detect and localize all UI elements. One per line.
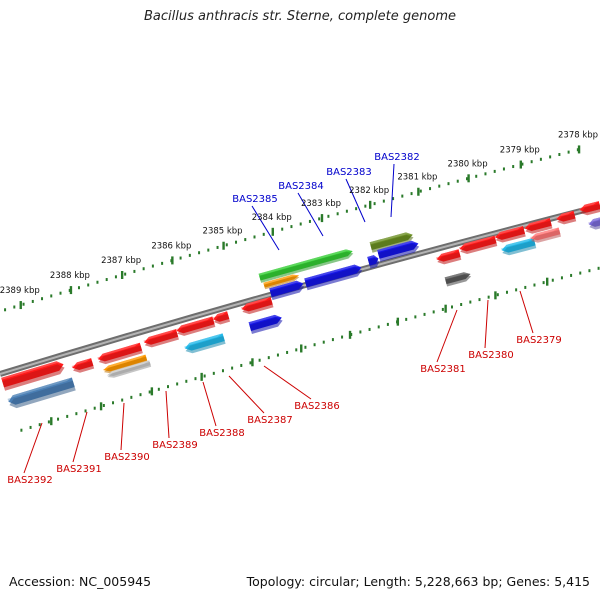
gene-feature — [459, 235, 498, 255]
gene-feature — [241, 296, 274, 315]
topology-summary: Topology: circular; Length: 5,228,663 bp… — [246, 574, 590, 589]
gene-label: BAS2389 — [152, 440, 198, 451]
leader-line — [228, 375, 265, 414]
gene-feature — [106, 360, 152, 378]
gene-feature — [143, 329, 179, 348]
gene-label: BAS2390 — [104, 452, 150, 463]
leader-line — [390, 163, 395, 218]
gene-feature — [530, 227, 562, 243]
accession-text: Accession: NC_005945 — [9, 574, 152, 589]
leader-line — [436, 309, 458, 363]
gene-label: BAS2386 — [294, 401, 340, 412]
leader-line — [484, 299, 489, 349]
gene-feature — [212, 311, 231, 325]
gene-label: BAS2380 — [468, 350, 514, 361]
gene-feature — [556, 210, 577, 225]
gene-feature — [579, 201, 600, 216]
gene-label: BAS2383 — [326, 167, 372, 178]
gene-feature — [103, 354, 148, 374]
leader-line — [23, 422, 43, 474]
gene-feature — [524, 217, 553, 234]
gene-feature — [7, 377, 76, 409]
outer-tick-ring — [4, 145, 581, 312]
gene-feature — [97, 342, 143, 365]
gene-feature — [248, 314, 283, 334]
gene-label: BAS2381 — [420, 364, 466, 375]
leader-line — [251, 205, 280, 251]
gene-feature — [444, 272, 472, 287]
tick-label: 2384 kbp — [252, 213, 292, 223]
gene-label-group: BAS2382BAS2383BAS2384BAS2385BAS2379BAS23… — [7, 152, 562, 486]
gene-feature — [588, 216, 600, 230]
gene-feature — [71, 358, 95, 373]
leader-line — [120, 402, 125, 451]
gene-label: BAS2384 — [278, 181, 324, 192]
gene-feature — [501, 237, 537, 256]
gene-feature — [494, 225, 526, 243]
inner-tick-ring — [20, 266, 600, 432]
gene-label: BAS2387 — [247, 415, 293, 426]
label-leaders — [23, 163, 534, 474]
tick-label: 2381 kbp — [397, 173, 437, 183]
leader-line — [297, 192, 324, 237]
tick-label-group: 2378 kbp 2379 kbp 2380 kbp 2381 kbp 2382 kbp… — [0, 130, 598, 296]
leader-line — [72, 411, 88, 463]
tick-label: 2388 kbp — [50, 271, 90, 281]
tick-label: 2389 kbp — [0, 286, 40, 296]
gene-label: BAS2392 — [7, 475, 53, 486]
leader-line — [165, 390, 170, 439]
tick-label: 2379 kbp — [500, 146, 540, 156]
gene-label: BAS2388 — [199, 428, 245, 439]
tick-label: 2386 kbp — [151, 241, 191, 251]
gene-label: BAS2385 — [232, 194, 278, 205]
gene-label: BAS2379 — [516, 335, 562, 346]
gene-feature — [269, 280, 305, 301]
gene-feature — [436, 249, 462, 265]
tick-label: 2385 kbp — [203, 227, 243, 237]
gene-feature — [369, 232, 414, 253]
gene-feature — [1, 361, 65, 391]
gene-feature — [367, 255, 380, 269]
gene-label: BAS2382 — [374, 152, 420, 163]
tick-label: 2383 kbp — [301, 199, 341, 209]
tick-label: 2382 kbp — [349, 186, 389, 196]
leader-line — [519, 290, 534, 334]
gene-feature — [184, 333, 226, 354]
leader-line — [345, 178, 366, 223]
leader-line — [263, 365, 312, 400]
gene-feature — [263, 274, 300, 290]
tick-label: 2378 kbp — [558, 130, 598, 140]
gene-feature — [258, 249, 354, 283]
gene-feature — [175, 316, 216, 336]
gene-feature — [377, 240, 420, 262]
map-title: Bacillus anthracis str. Sterne, complete… — [144, 9, 456, 24]
tick-label: 2380 kbp — [448, 159, 488, 169]
tick-label: 2387 kbp — [101, 256, 141, 266]
gene-label: BAS2391 — [56, 464, 102, 475]
feature-track — [1, 201, 600, 409]
gene-feature — [304, 264, 363, 291]
leader-line — [202, 381, 217, 427]
